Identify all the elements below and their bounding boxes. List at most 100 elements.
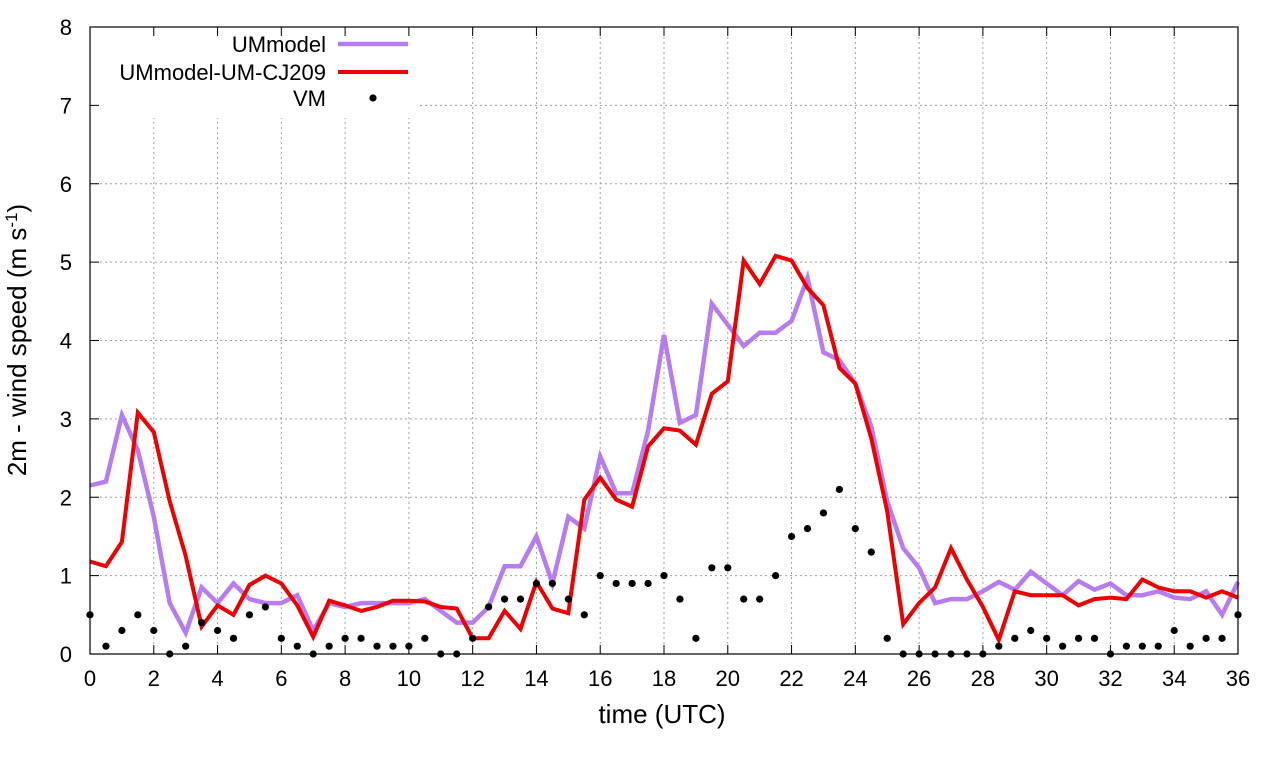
data-point-vm xyxy=(660,572,668,580)
data-point-vm xyxy=(724,564,732,572)
data-point-vm xyxy=(1202,634,1210,642)
y-axis-title: 2m - wind speed (m s-1) xyxy=(2,204,33,476)
y-axis-title-close: ) xyxy=(2,204,32,213)
data-point-vm xyxy=(1138,642,1146,650)
y-tick-label: 6 xyxy=(60,172,72,197)
data-point-vm xyxy=(564,595,572,603)
y-axis-title-main: 2m - wind speed (m s xyxy=(2,228,32,477)
x-tick-label: 22 xyxy=(779,666,803,691)
data-point-vm xyxy=(676,595,684,603)
series-line-ummodel-um-cj209 xyxy=(89,253,1239,646)
data-point-vm xyxy=(1122,642,1130,650)
y-tick-label: 4 xyxy=(60,329,72,354)
data-point-vm xyxy=(389,642,397,650)
data-point-vm xyxy=(532,579,541,588)
x-tick-label: 28 xyxy=(971,666,995,691)
data-point-vm xyxy=(1027,626,1035,635)
data-point-vm xyxy=(628,579,636,588)
data-point-vm xyxy=(995,642,1003,650)
axis-ticks: 0 2 4 6 8 10 12 14 16 18 20 22 24 26 28 30 32 34 360123456… xyxy=(60,15,1250,691)
series-line-ummodel xyxy=(89,269,1241,639)
x-tick-label: 24 xyxy=(843,666,867,691)
data-point-vm xyxy=(325,642,333,650)
data-point-vm xyxy=(692,634,700,642)
data-point-vm xyxy=(213,626,222,635)
y-tick-label: 1 xyxy=(60,564,72,589)
data-point-vm xyxy=(1011,634,1019,642)
x-tick-label: 16 xyxy=(588,666,612,691)
y-tick-label: 3 xyxy=(60,407,72,432)
data-point-vm xyxy=(835,485,843,494)
data-point-vm xyxy=(548,579,556,588)
data-point-vm xyxy=(102,642,110,650)
data-point-vm xyxy=(740,595,748,603)
data-point-vm xyxy=(182,642,190,650)
data-point-vm xyxy=(293,642,301,650)
x-tick-label: 0 xyxy=(84,666,96,691)
y-tick-label: 2 xyxy=(60,485,72,510)
data-point-vm xyxy=(341,634,349,642)
data-point-vm xyxy=(883,634,891,642)
y-tick-label: 7 xyxy=(60,93,72,118)
series-layer xyxy=(86,253,1242,658)
data-point-vm xyxy=(1074,634,1083,642)
data-point-vm xyxy=(485,603,493,611)
data-point-vm xyxy=(516,595,525,603)
data-point-vm xyxy=(867,548,875,556)
x-tick-label: 32 xyxy=(1098,666,1122,691)
data-point-vm xyxy=(1043,634,1051,642)
data-point-vm xyxy=(1218,634,1226,642)
x-tick-label: 6 xyxy=(275,666,287,691)
x-tick-label: 30 xyxy=(1034,666,1058,691)
data-point-vm xyxy=(198,619,206,627)
data-point-vm xyxy=(421,634,429,642)
data-point-vm xyxy=(357,634,365,642)
data-point-vm xyxy=(1059,642,1067,650)
y-tick-label: 8 xyxy=(60,15,72,40)
data-point-vm xyxy=(500,595,509,603)
data-point-vm xyxy=(150,626,158,635)
x-tick-label: 36 xyxy=(1226,666,1250,691)
data-point-vm xyxy=(787,532,796,541)
data-point-vm xyxy=(469,634,477,642)
data-point-vm xyxy=(708,564,716,572)
data-point-vm xyxy=(851,525,859,533)
data-point-vm xyxy=(118,626,126,635)
data-point-vm xyxy=(596,572,604,580)
x-tick-label: 34 xyxy=(1162,666,1186,691)
data-point-vm xyxy=(1186,642,1194,650)
y-tick-label: 0 xyxy=(60,642,72,667)
data-point-vm xyxy=(756,595,764,603)
data-point-vm xyxy=(277,634,285,642)
data-point-vm xyxy=(245,611,254,619)
data-point-vm xyxy=(819,509,828,517)
data-point-vm xyxy=(1170,626,1178,635)
legend-label-ummodel: UMmodel xyxy=(232,32,326,57)
data-point-vm xyxy=(1090,634,1099,642)
data-point-vm xyxy=(261,603,269,611)
y-axis-title-sup: -1 xyxy=(2,213,21,228)
data-point-vm xyxy=(644,579,652,588)
x-tick-label: 4 xyxy=(211,666,223,691)
x-tick-label: 18 xyxy=(652,666,676,691)
x-tick-label: 8 xyxy=(339,666,351,691)
legend-swatch-vm xyxy=(369,94,377,102)
data-point-vm xyxy=(803,525,812,533)
data-point-vm xyxy=(373,642,381,650)
data-point-vm xyxy=(1154,642,1162,650)
axis-labels: time (UTC) 2m - wind speed (m s-1) xyxy=(2,204,726,729)
data-point-vm xyxy=(580,611,588,619)
data-point-vm xyxy=(134,611,142,619)
x-tick-label: 14 xyxy=(524,666,548,691)
y-tick-label: 5 xyxy=(60,250,72,275)
data-point-vm xyxy=(772,572,780,580)
x-axis-title: time (UTC) xyxy=(598,699,725,729)
x-tick-label: 12 xyxy=(460,666,484,691)
data-point-vm xyxy=(229,634,238,642)
x-tick-label: 10 xyxy=(397,666,421,691)
x-tick-label: 20 xyxy=(716,666,740,691)
x-tick-label: 2 xyxy=(148,666,160,691)
legend-label-ummodel-um-cj209: UMmodel-UM-CJ209 xyxy=(119,60,326,85)
